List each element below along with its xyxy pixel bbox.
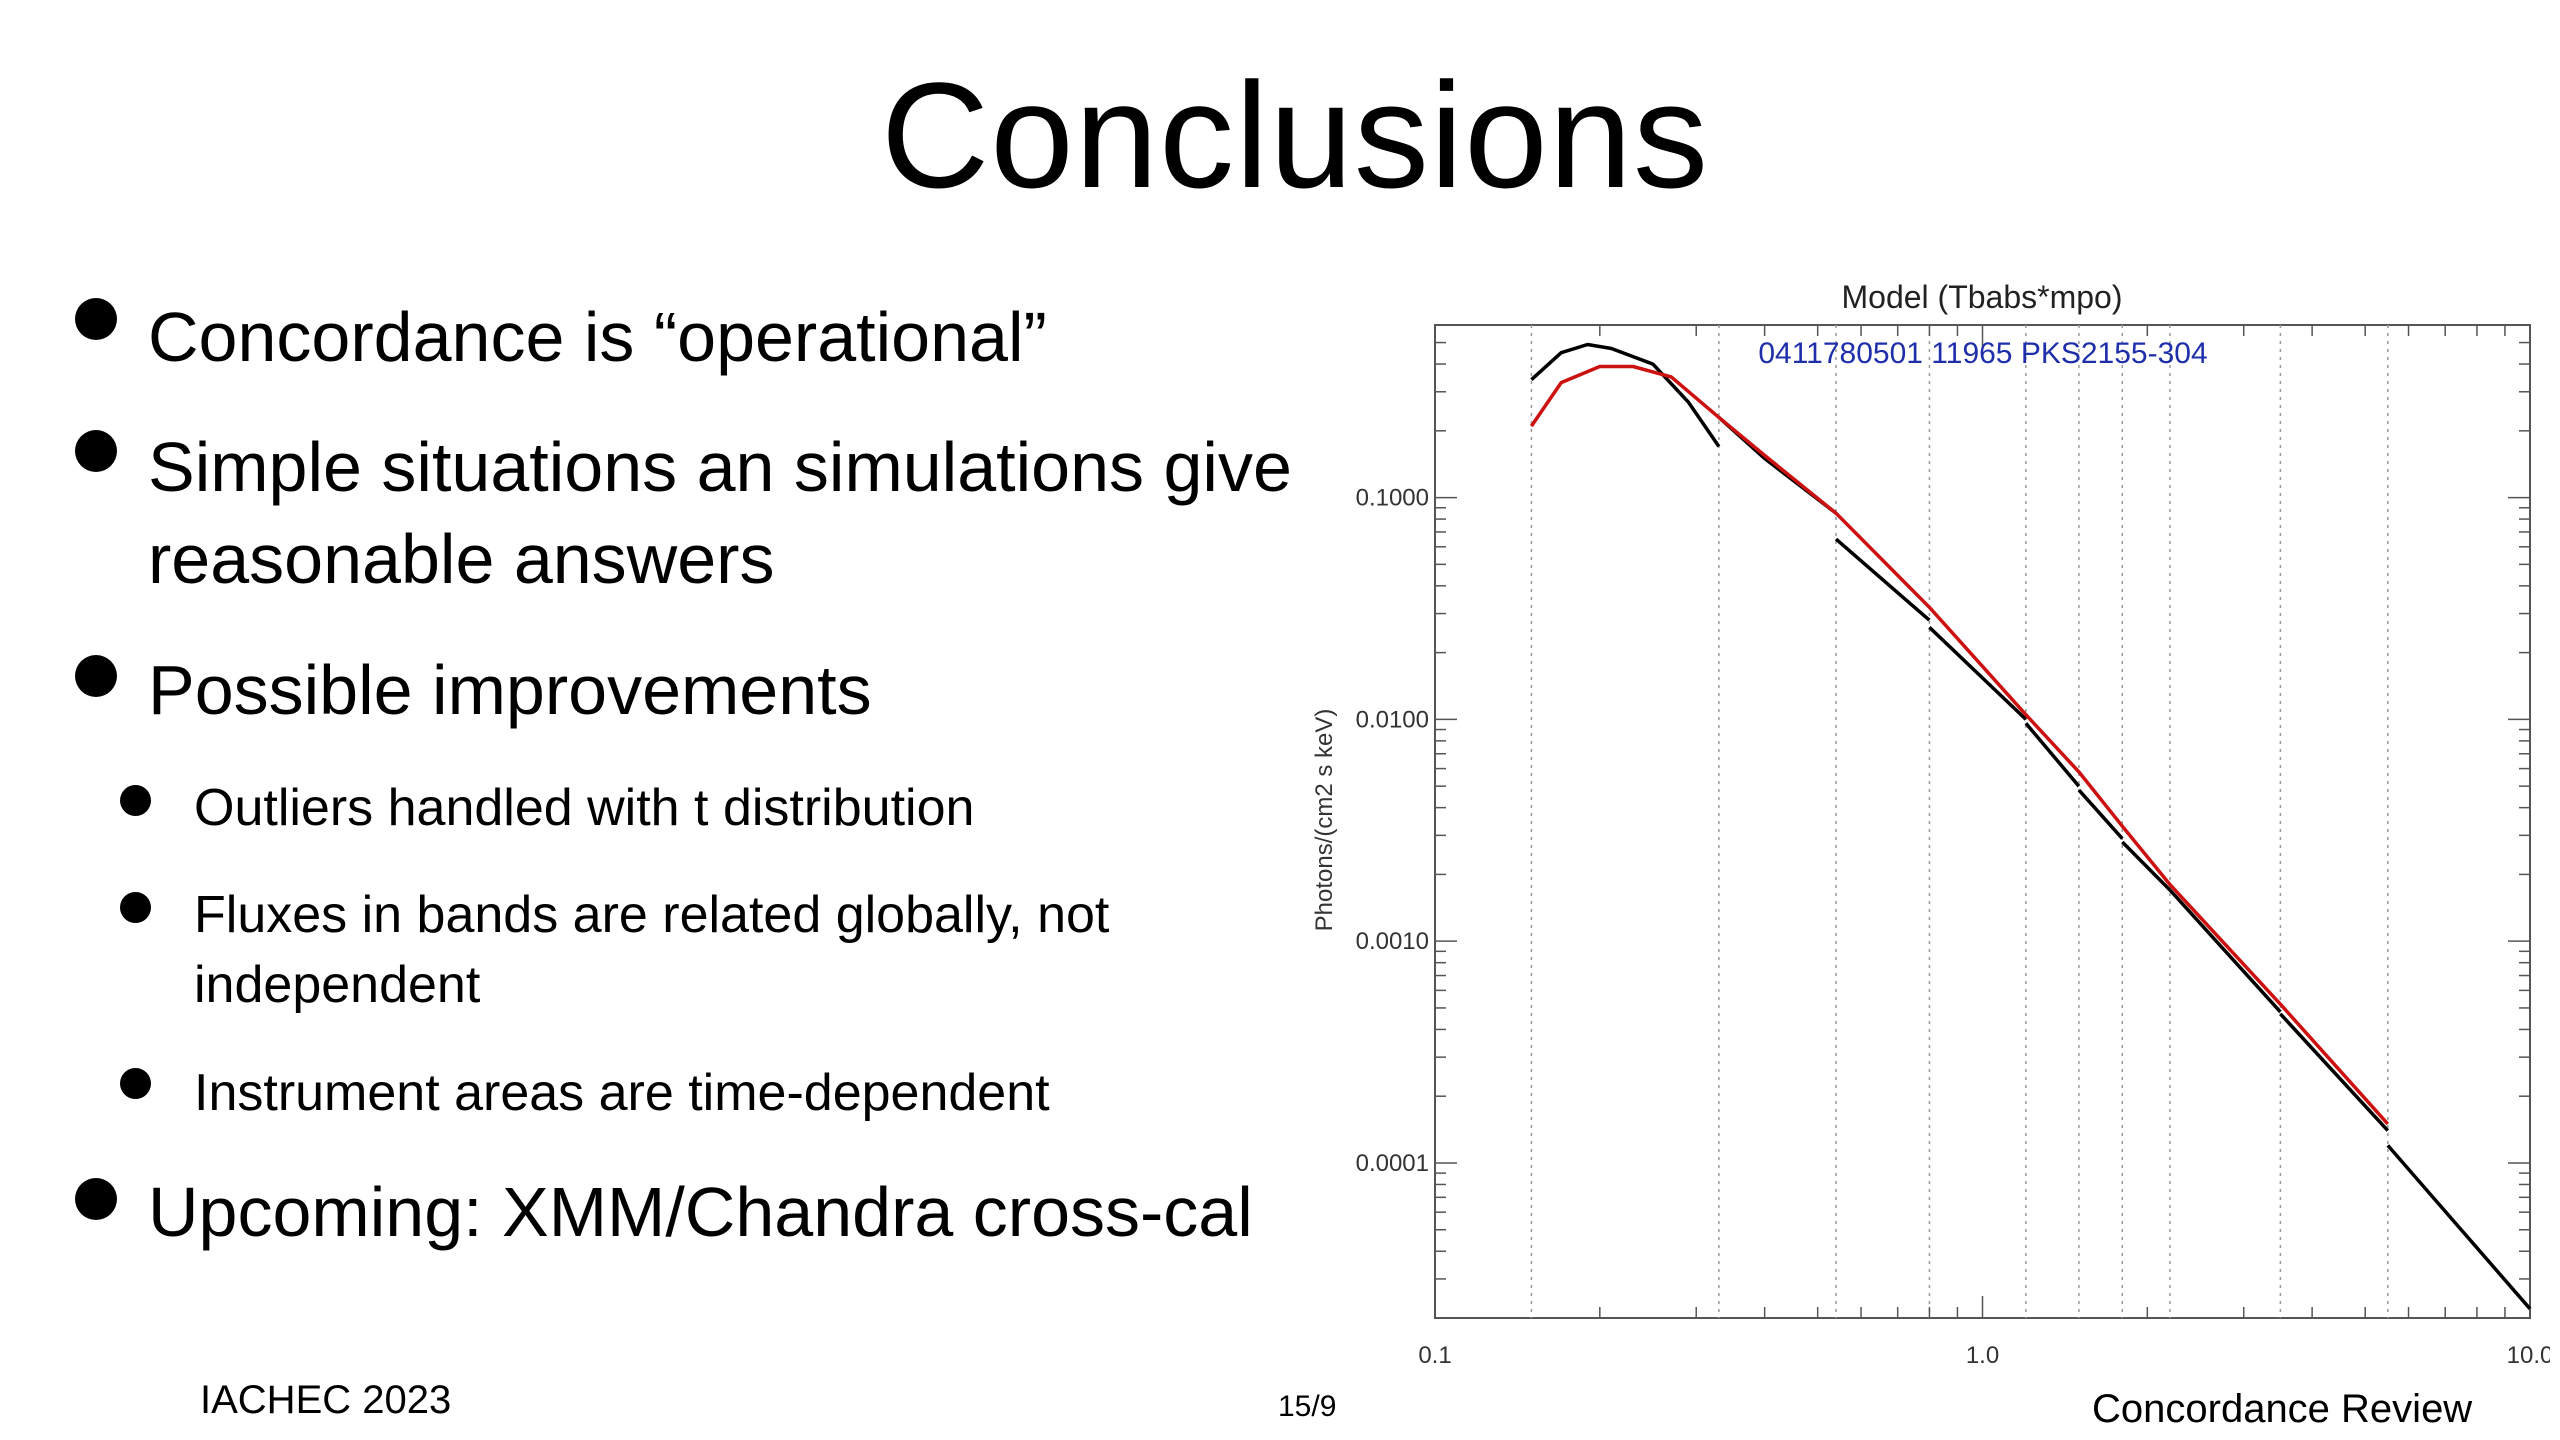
data-curve-segment: [1928, 626, 2028, 721]
footer-page-number: 15/9: [1278, 1390, 1337, 1423]
footer-event: IACHEC 2023: [200, 1378, 452, 1422]
bullet-item-continuation: reasonable answers: [148, 520, 775, 598]
y-tick-label: 0.0100: [1356, 706, 1429, 733]
sub-bullet-dot: [120, 892, 151, 923]
chart-annotation: 0411780501 11965 PKS2155-304: [1758, 337, 2207, 370]
x-tick-label: 10.0: [2507, 1342, 2550, 1369]
bullet-item: Simple situations an simulations give: [148, 428, 1292, 506]
bullet-dot: [75, 298, 117, 340]
y-axis-label: Photons/(cm2 s keV): [1311, 709, 1338, 932]
sub-bullet-item-continuation: independent: [194, 956, 481, 1014]
y-tick-label: 0.0001: [1356, 1150, 1429, 1177]
data-curve-segment: [2077, 788, 2124, 840]
x-tick-label: 0.1: [1418, 1342, 1451, 1369]
chart-title: Model (Tbabs*mpo): [1842, 279, 2123, 315]
model-curve: [1529, 364, 2390, 1126]
data-curve-segment: [2024, 722, 2081, 788]
plot-frame: [1434, 324, 2531, 1319]
y-tick-label: 0.0010: [1356, 928, 1429, 955]
bullet-item: Upcoming: XMM/Chandra cross-cal: [148, 1173, 1253, 1251]
spectrum-chart: 0.1 1.0 10.0 0.1000 0.0100 0.0010 0.0001 Model …: [1311, 279, 2550, 1369]
sub-bullet-dot: [120, 785, 151, 816]
bullet-dot: [75, 655, 117, 697]
data-curve-segment: [1834, 537, 1931, 622]
footer-talk-title: Concordance Review: [2092, 1387, 2473, 1431]
bullet-item: Concordance is “operational”: [148, 298, 1047, 376]
bullet-item: Possible improvements: [148, 651, 872, 729]
data-curve-segment: [2386, 1144, 2532, 1310]
data-curve-segment: [2279, 1012, 2390, 1132]
bullet-dot: [75, 1178, 117, 1220]
data-curve-segment: [2121, 840, 2172, 892]
bullet-dot: [75, 430, 117, 472]
data-curve-segment: [1530, 342, 1721, 448]
sub-bullet-item: Fluxes in bands are related globally, no…: [194, 886, 1110, 944]
sub-bullet-dot: [120, 1068, 151, 1099]
data-curve-segment: [2168, 888, 2282, 1014]
sub-bullet-item: Outliers handled with t distribution: [194, 779, 975, 837]
sub-bullet-item: Instrument areas are time-dependent: [194, 1064, 1050, 1122]
x-tick-label: 1.0: [1966, 1342, 1999, 1369]
slide-title: Conclusions: [880, 51, 1710, 219]
y-tick-label: 0.1000: [1356, 485, 1429, 512]
